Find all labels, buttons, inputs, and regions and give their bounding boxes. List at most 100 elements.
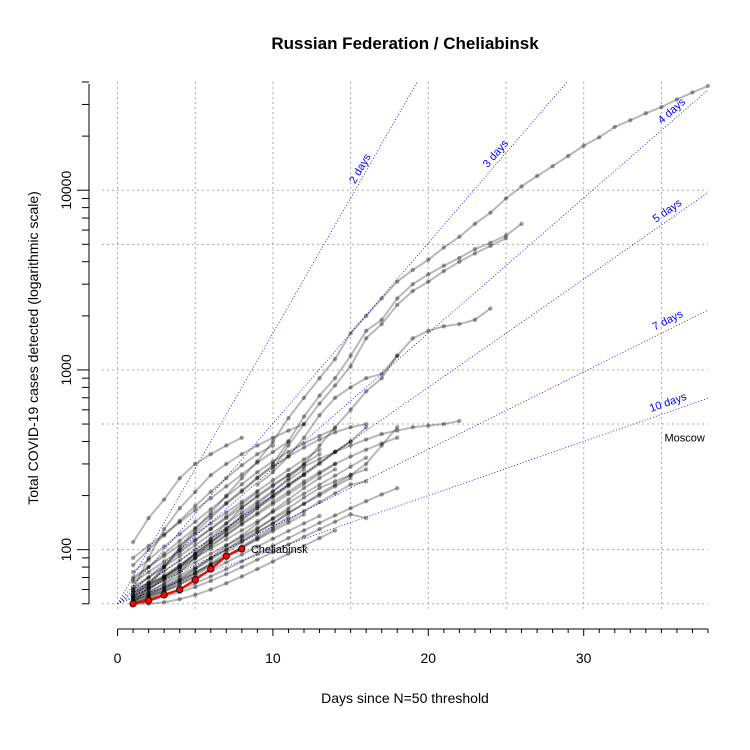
doubling-label: 10 days: [648, 391, 689, 415]
series-point: [239, 505, 245, 510]
series-point: [161, 600, 167, 605]
series-point: [255, 503, 260, 509]
series-line: [272, 223, 523, 465]
series-point: [472, 251, 478, 256]
series-point: [146, 581, 151, 586]
series-point: [193, 551, 198, 556]
series-point: [255, 475, 260, 480]
series-point: [255, 499, 260, 504]
series-point: [177, 475, 182, 481]
series-point: [193, 569, 198, 575]
series-point: [193, 555, 198, 561]
series-point: [410, 336, 415, 341]
series-line: [132, 513, 305, 601]
series-point: [286, 520, 291, 526]
series-point: [208, 536, 213, 541]
series-point: [177, 578, 182, 584]
series-point: [177, 582, 182, 587]
series-point: [130, 592, 136, 598]
series-point: [301, 501, 307, 506]
series-point: [224, 530, 229, 535]
series-point: [193, 526, 198, 532]
series-point: [379, 441, 384, 446]
series-point: [270, 508, 276, 513]
series-line: [132, 480, 367, 602]
series-point: [270, 493, 276, 498]
series-point: [161, 564, 167, 570]
series-point: [130, 591, 136, 596]
series-point: [161, 564, 167, 570]
series-point: [395, 353, 400, 358]
series-point: [286, 454, 291, 459]
series-point: [332, 528, 338, 533]
series-point: [208, 540, 213, 545]
series-point: [270, 524, 276, 530]
series-line: [132, 464, 274, 581]
series-point: [255, 530, 260, 535]
series-point: [286, 514, 291, 520]
series-line: [132, 515, 320, 602]
series-point: [317, 460, 322, 465]
series-point: [239, 499, 245, 504]
series-point: [177, 573, 182, 578]
series-point: [130, 540, 136, 545]
series-point: [224, 526, 229, 532]
series-point: [130, 569, 136, 575]
series-point: [130, 589, 136, 595]
series-point: [193, 555, 198, 561]
series-point: [317, 437, 322, 442]
series-point: [286, 510, 291, 516]
series-point: [628, 118, 633, 123]
series-point: [146, 591, 151, 596]
series-point: [301, 435, 307, 440]
series-point: [177, 545, 182, 550]
series-point: [270, 549, 276, 555]
series-point: [286, 508, 291, 513]
series-point: [348, 454, 353, 459]
series-point: [208, 555, 213, 561]
series-point: [301, 461, 307, 467]
series-point: [348, 353, 353, 358]
highlight-point: [176, 585, 184, 594]
series-point: [270, 459, 276, 464]
series-line: [132, 427, 336, 573]
series-point: [177, 564, 182, 570]
series-point: [193, 542, 198, 548]
series-point: [332, 484, 338, 489]
series-point: [379, 431, 384, 437]
series-point: [348, 475, 353, 481]
series-point: [612, 124, 617, 130]
series-point: [301, 461, 307, 467]
series-point: [255, 537, 260, 542]
series-point: [317, 485, 322, 491]
y-tick-label: 1000: [58, 354, 74, 385]
series-point: [410, 281, 415, 287]
series-point: [239, 552, 245, 557]
series-point: [286, 482, 291, 487]
series-point: [286, 510, 291, 516]
series-point: [332, 383, 338, 388]
series-point: [519, 221, 524, 227]
series-point: [270, 478, 276, 483]
series-point: [130, 577, 136, 582]
series-point: [488, 306, 493, 311]
series-point: [161, 582, 167, 587]
series-point: [426, 257, 431, 263]
series-point: [146, 587, 151, 592]
series-point: [208, 513, 213, 518]
series-point: [286, 449, 291, 455]
series-point: [130, 587, 136, 592]
series-point: [348, 472, 353, 478]
series-point: [270, 526, 276, 532]
series-point: [550, 164, 555, 169]
series-point: [193, 551, 198, 556]
series-point: [161, 533, 167, 538]
series-point: [146, 555, 151, 561]
series-point: [255, 494, 260, 499]
series-point: [317, 493, 322, 498]
series-point: [270, 493, 276, 498]
series-point: [301, 491, 307, 496]
series-point: [255, 536, 260, 541]
series-line: [132, 448, 321, 579]
